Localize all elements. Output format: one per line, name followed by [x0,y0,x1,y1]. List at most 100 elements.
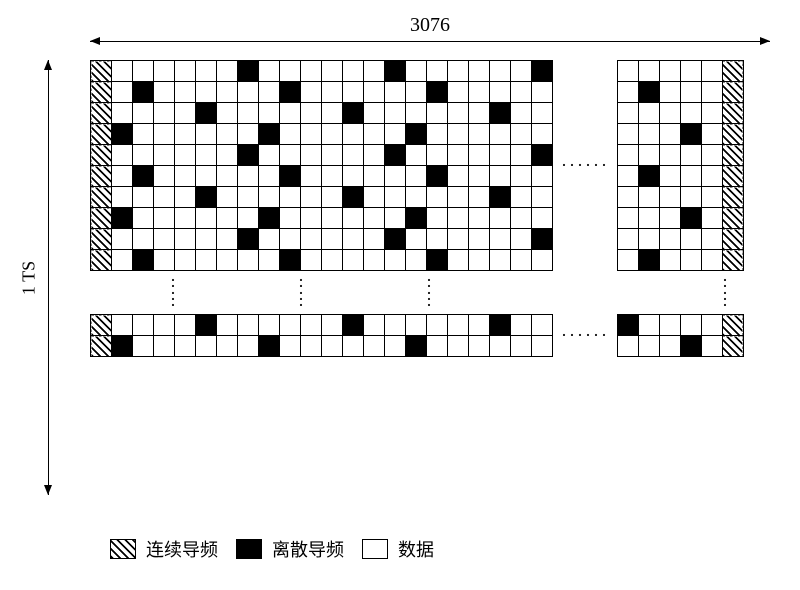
grid-cell [154,187,175,208]
grid-cell [154,315,175,336]
grid-cell [722,250,743,271]
main-grid-left [90,60,553,271]
grid-cell [154,208,175,229]
grid-cell [659,315,680,336]
grid-cell [91,145,112,166]
grid-cell [112,61,133,82]
grid-cell [364,315,385,336]
grid-cell [133,166,154,187]
grid-cell [364,187,385,208]
grid-cell [680,250,701,271]
v-ellipsis-1: ····· [170,271,178,314]
grid-cell [238,166,259,187]
grid-cell [701,82,722,103]
grid-cell [469,229,490,250]
grid-cell [722,82,743,103]
grid-cell [511,208,532,229]
grid-cell [196,124,217,145]
grid-cell [322,315,343,336]
grid-cell [638,82,659,103]
grid-cell [301,61,322,82]
grid-cell [91,61,112,82]
h-ellipsis-main: ······ [553,155,617,176]
grid-cell [617,145,638,166]
grid-cell [427,187,448,208]
grid-cell [280,187,301,208]
grid-cell [532,124,553,145]
grid-cell [154,82,175,103]
grid-cell [238,103,259,124]
grid-cell [701,187,722,208]
grid-cell [301,250,322,271]
grid-cell [91,187,112,208]
v-ellipsis-row: ····· ····· ····· ····· [90,271,770,314]
grid-cell [469,124,490,145]
grid-cell [133,103,154,124]
grid-diagram: ······ ····· ····· ····· ····· ······ [90,60,770,530]
grid-cell [217,315,238,336]
grid-cell [490,208,511,229]
legend-continuous: 连续导频 [110,536,218,562]
grid-cell [385,166,406,187]
grid-cell [722,336,743,357]
grid-cell [259,61,280,82]
grid-cell [364,250,385,271]
grid-cell [406,229,427,250]
legend: 连续导频 离散导频 数据 [110,536,434,562]
height-label: 1 TS [19,260,40,294]
grid-cell [175,250,196,271]
grid-cell [511,336,532,357]
grid-cell [406,250,427,271]
v-ellipsis-3: ····· [426,271,434,314]
grid-cell [617,250,638,271]
grid-cell [175,82,196,103]
grid-cell [448,250,469,271]
grid-cell [427,61,448,82]
grid-cell [659,187,680,208]
grid-cell [532,250,553,271]
grid-cell [343,208,364,229]
legend-data-label: 数据 [398,536,434,562]
grid-cell [722,124,743,145]
grid-cell [217,145,238,166]
empty-swatch-icon [362,539,388,559]
grid-cell [343,315,364,336]
grid-cell [364,336,385,357]
grid-cell [133,250,154,271]
grid-cell [259,103,280,124]
grid-cell [427,229,448,250]
grid-cell [238,124,259,145]
grid-cell [301,166,322,187]
grid-cell [133,61,154,82]
grid-cell [448,82,469,103]
grid-cell [91,208,112,229]
grid-cell [701,103,722,124]
grid-cell [722,315,743,336]
grid-cell [406,166,427,187]
grid-cell [238,250,259,271]
grid-cell [427,166,448,187]
grid-cell [659,166,680,187]
grid-cell [301,103,322,124]
hatch-swatch-icon [110,539,136,559]
grid-cell [112,336,133,357]
grid-cell [322,61,343,82]
grid-cell [511,250,532,271]
grid-cell [406,103,427,124]
grid-cell [680,103,701,124]
grid-cell [722,145,743,166]
grid-cell [385,336,406,357]
grid-cell [154,250,175,271]
width-arrow-line [90,41,770,42]
width-dimension: 3076 [90,18,770,42]
grid-cell [238,208,259,229]
grid-cell [91,250,112,271]
grid-cell [322,82,343,103]
main-block-row: ······ [90,60,770,271]
grid-cell [511,103,532,124]
grid-cell [490,166,511,187]
grid-cell [532,208,553,229]
grid-cell [680,208,701,229]
grid-cell [238,229,259,250]
grid-cell [175,145,196,166]
